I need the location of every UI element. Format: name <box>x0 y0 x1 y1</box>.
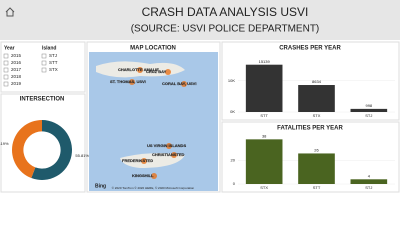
checkbox[interactable] <box>41 53 47 59</box>
data-label: 38 <box>262 133 267 138</box>
chart-title: FATALITIES PER YEAR <box>277 126 343 132</box>
data-label: 15139 <box>259 59 271 64</box>
filter-option[interactable]: STJ <box>49 53 57 58</box>
chart-title: CRASHES PER YEAR <box>279 46 341 52</box>
map-title: MAP LOCATION <box>130 46 176 52</box>
y-tick-label: 0 <box>233 181 236 186</box>
map-label: US VIRGIN ISLANDS <box>147 143 186 148</box>
bar <box>245 139 283 184</box>
filter-option[interactable]: 2017 <box>11 67 22 72</box>
x-tick-label: STT <box>313 185 321 190</box>
bar <box>350 179 388 184</box>
x-tick-label: STX <box>260 185 268 190</box>
bar <box>350 108 388 112</box>
map-label: CORAL BAY, USVI <box>162 81 196 86</box>
filter-option[interactable]: 2016 <box>11 60 22 65</box>
checkbox[interactable] <box>3 81 9 87</box>
map-logo: Bing <box>95 183 106 189</box>
filter-option[interactable]: 2015 <box>11 53 22 58</box>
map-dot <box>165 69 171 75</box>
checkbox[interactable] <box>41 60 47 66</box>
header-bg <box>0 0 400 40</box>
checkbox[interactable] <box>41 67 47 73</box>
donut-slice <box>31 120 72 180</box>
map-dot <box>151 173 157 179</box>
chart-title: INTERSECTION <box>20 97 65 103</box>
filter-option[interactable]: STX <box>49 67 58 72</box>
checkbox[interactable] <box>3 60 9 66</box>
checkbox[interactable] <box>3 53 9 59</box>
map-dot <box>129 79 135 85</box>
donut-slice <box>11 120 42 179</box>
bar <box>298 85 335 112</box>
filter-option[interactable]: 2019 <box>11 81 22 86</box>
map-attribution: © 2020 TomTom © 2020 HERE, © 2020 Micros… <box>112 186 195 190</box>
map-label: CRUZ BAY <box>146 69 167 74</box>
map-dot <box>166 143 172 149</box>
subtitle: (SOURCE: USVI POLICE DEPARTMENT) <box>131 24 320 35</box>
filter-option[interactable]: 2018 <box>11 74 22 79</box>
map-label: KINGSHILL <box>132 173 154 178</box>
map-land <box>120 153 185 168</box>
checkbox[interactable] <box>3 67 9 73</box>
map-dot <box>171 152 177 158</box>
data-label: 8634 <box>312 79 322 84</box>
map-label: CHARLOTTE AMALIE <box>118 67 159 72</box>
data-label: 44.19% <box>0 141 9 146</box>
y-tick-label: 20 <box>231 158 236 163</box>
home-icon[interactable] <box>5 7 15 17</box>
bar <box>245 64 283 112</box>
map-label: ST. THOMAS, USVI <box>110 79 146 84</box>
y-tick-label: 10K <box>228 78 235 83</box>
filter-label: Year <box>4 45 15 51</box>
map-dot <box>181 81 187 87</box>
x-tick-label: STX <box>313 113 321 118</box>
data-label: 998 <box>365 103 372 108</box>
title: CRASH DATA ANALYSIS USVI <box>142 5 309 19</box>
data-label: 4 <box>368 173 371 178</box>
filter-label: Island <box>42 45 56 51</box>
map-dot <box>137 67 143 73</box>
x-tick-label: STJ <box>365 113 372 118</box>
y-tick-label: 0K <box>230 109 235 114</box>
dashboard: CRASH DATA ANALYSIS USVI (SOURCE: USVI P… <box>0 0 400 193</box>
map-dot <box>141 158 147 164</box>
x-tick-label: STT <box>260 113 268 118</box>
bar <box>298 153 335 184</box>
data-label: 26 <box>314 148 319 153</box>
x-tick-label: STJ <box>365 185 372 190</box>
map-label: CHRISTIANSTED <box>152 152 185 157</box>
page: {"header":{"title":"CRASH DATA ANALYSIS … <box>0 0 400 193</box>
map-label: FREDERIKSTED <box>122 158 153 163</box>
checkbox[interactable] <box>3 74 9 80</box>
filter-panel <box>0 41 86 93</box>
filter-option[interactable]: STT <box>49 60 58 65</box>
data-label: 55.81% <box>75 153 89 158</box>
